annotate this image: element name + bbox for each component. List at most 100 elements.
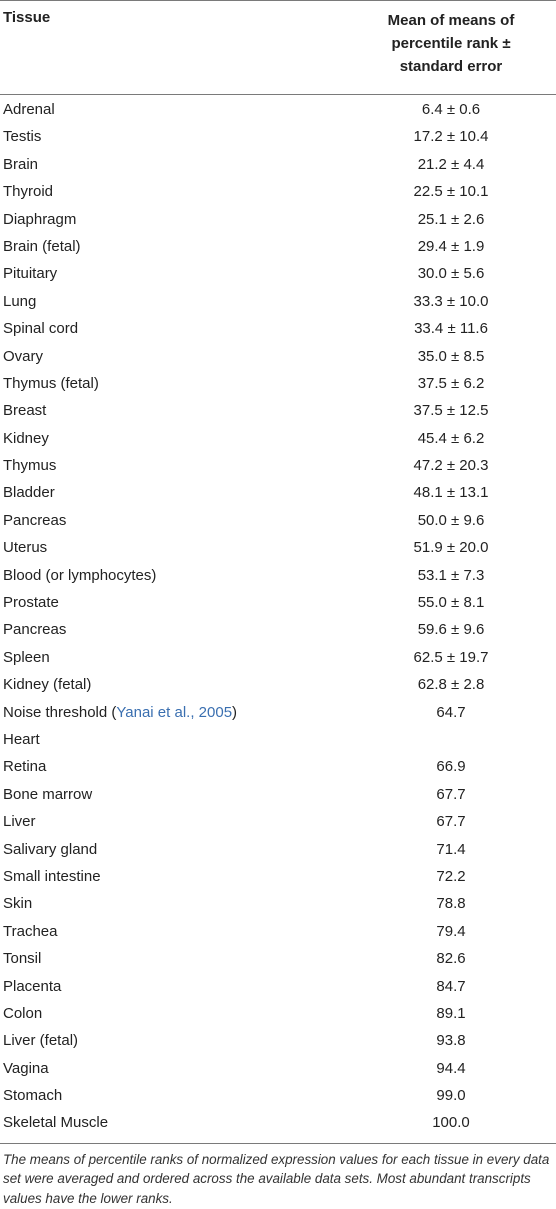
table-header: Tissue Mean of means of percentile rank … bbox=[0, 0, 556, 95]
tissue-name: Adrenal bbox=[3, 101, 55, 118]
table-row: Pancreas 59.6 ± 9.6 bbox=[0, 616, 556, 643]
rank-value: 71.4 bbox=[436, 840, 466, 858]
tissue-name: Tonsil bbox=[3, 950, 42, 968]
tissue-name: Spinal cord bbox=[3, 320, 79, 338]
tissue-name: Bone marrow bbox=[3, 785, 93, 803]
table-row: Stomach 99.0 bbox=[0, 1082, 556, 1109]
tissue-name: Thymus (fetal) bbox=[3, 374, 99, 392]
table-row: Placenta 84.7 bbox=[0, 973, 556, 1000]
table-row: Spleen 62.5 ± 19.7 bbox=[0, 644, 556, 671]
citation-link[interactable]: Yanai et al., 2005 bbox=[116, 703, 233, 721]
header-mean-rank: Mean of means of percentile rank ± stand… bbox=[358, 9, 544, 78]
tissue-name: Skeletal Muscle bbox=[3, 1114, 109, 1132]
table-row: Thymus (fetal) 37.5 ± 6.2 bbox=[0, 370, 556, 397]
tissue-name: Blood (or lymphocytes) bbox=[3, 566, 157, 584]
table-row: Ovary 35.0 ± 8.5 bbox=[0, 343, 556, 370]
table-row: Bladder 48.1 ± 13.1 bbox=[0, 479, 556, 506]
rank-value: 99.0 bbox=[436, 1087, 466, 1105]
table-row: Thymus 47.2 ± 20.3 bbox=[0, 452, 556, 479]
table-row: Prostate 55.0 ± 8.1 bbox=[0, 589, 556, 616]
rank-value: 66.9 bbox=[436, 758, 466, 776]
rank-value: 22.5 ± 10.1 bbox=[413, 183, 489, 201]
rank-value: 25.1 ± 2.6 bbox=[417, 210, 485, 228]
table-body-upper: Adrenal 6.4 ± 0.6 Testis 17.2 ± 10.4 Brain 21… bbox=[0, 95, 556, 699]
table-row: Diaphragm 25.1 ± 2.6 bbox=[0, 206, 556, 233]
rank-value: 30.0 ± 5.6 bbox=[417, 265, 485, 283]
rank-value: 59.6 ± 9.6 bbox=[417, 621, 485, 639]
table-row: Spinal cord 33.4 ± 11.6 bbox=[0, 315, 556, 342]
table-row-heart: Heart bbox=[0, 726, 556, 753]
table-row: Pituitary 30.0 ± 5.6 bbox=[0, 260, 556, 287]
rank-value: 78.8 bbox=[436, 895, 466, 913]
table-row: Pancreas 50.0 ± 9.6 bbox=[0, 507, 556, 534]
table-row: Adrenal 6.4 ± 0.6 bbox=[0, 96, 556, 123]
rank-value: 21.2 ± 4.4 bbox=[417, 155, 485, 173]
table-row: Small intestine 72.2 bbox=[0, 863, 556, 890]
tissue-name: Testis bbox=[3, 128, 42, 146]
table-bottom-rule bbox=[0, 1142, 556, 1144]
table-row: Vagina 94.4 bbox=[0, 1055, 556, 1082]
table-row: Breast 37.5 ± 12.5 bbox=[0, 397, 556, 424]
rank-value: 67.7 bbox=[436, 785, 466, 803]
rank-value: 79.4 bbox=[436, 922, 466, 940]
table-row: Kidney 45.4 ± 6.2 bbox=[0, 425, 556, 452]
rank-value: 89.1 bbox=[436, 1004, 466, 1022]
rank-value: 84.7 bbox=[436, 977, 466, 995]
tissue-name: Pancreas bbox=[3, 511, 67, 529]
table-footnote: The means of percentile ranks of normali… bbox=[3, 1151, 550, 1206]
tissue-name: Ovary bbox=[3, 347, 44, 365]
tissue-name: Breast bbox=[3, 402, 47, 420]
table-row: Uterus 51.9 ± 20.0 bbox=[0, 534, 556, 561]
header-mean-rank-line: Mean of means of bbox=[387, 12, 515, 29]
tissue-name: Salivary gland bbox=[3, 840, 98, 858]
table-row: Trachea 79.4 bbox=[0, 918, 556, 945]
rank-value: 55.0 ± 8.1 bbox=[417, 594, 485, 612]
tissue-name: Stomach bbox=[3, 1087, 63, 1105]
rank-value: 33.4 ± 11.6 bbox=[414, 320, 488, 338]
table-row: Bone marrow 67.7 bbox=[0, 781, 556, 808]
table-row: Testis 17.2 ± 10.4 bbox=[0, 123, 556, 150]
tissue-name: Placenta bbox=[3, 977, 62, 995]
rank-value: 48.1 ± 13.1 bbox=[413, 484, 489, 502]
tissue-name: Vagina bbox=[3, 1059, 49, 1077]
rank-value: 94.4 bbox=[436, 1059, 466, 1077]
rank-value: 33.3 ± 10.0 bbox=[413, 292, 489, 310]
tissue-name: Kidney bbox=[3, 429, 49, 447]
rank-value: 62.8 ± 2.8 bbox=[417, 676, 485, 694]
tissue-name: Thyroid bbox=[3, 183, 54, 201]
table-row: Thyroid 22.5 ± 10.1 bbox=[0, 178, 556, 205]
rank-value: 93.8 bbox=[436, 1032, 466, 1050]
tissue-name: Uterus bbox=[3, 539, 48, 557]
rank-value: 6.4 ± 0.6 bbox=[421, 101, 481, 118]
table-row: Kidney (fetal) 62.8 ± 2.8 bbox=[0, 671, 556, 698]
table-row: Blood (or lymphocytes) 53.1 ± 7.3 bbox=[0, 562, 556, 589]
rank-value: 72.2 bbox=[436, 867, 466, 885]
rank-value: 29.4 ± 1.9 bbox=[417, 237, 485, 255]
rank-value: 53.1 ± 7.3 bbox=[417, 566, 485, 584]
tissue-name: Brain bbox=[3, 155, 39, 173]
tissue-name: Skin bbox=[3, 895, 33, 913]
rank-value: 67.7 bbox=[436, 813, 466, 831]
table-row: Tonsil 82.6 bbox=[0, 945, 556, 972]
tissue-name: Heart bbox=[3, 730, 40, 748]
tissue-name: Kidney (fetal) bbox=[3, 676, 92, 694]
tissue-name: Thymus bbox=[3, 457, 57, 475]
header-tissue: Tissue bbox=[3, 9, 51, 26]
rank-value: 17.2 ± 10.4 bbox=[413, 128, 489, 146]
rank-value: 100.0 bbox=[432, 1114, 470, 1132]
rank-value: 62.5 ± 19.7 bbox=[413, 648, 489, 666]
table-row: Salivary gland 71.4 bbox=[0, 836, 556, 863]
header-mean-rank-line: standard error bbox=[399, 58, 503, 75]
tissue-name: Retina bbox=[3, 758, 47, 776]
tissue-name: Prostate bbox=[3, 594, 59, 612]
tissue-name: Colon bbox=[3, 1004, 43, 1022]
table-row: Brain (fetal) 29.4 ± 1.9 bbox=[0, 233, 556, 260]
tissue-name: Pituitary bbox=[3, 265, 58, 283]
table-row: Colon 89.1 bbox=[0, 1000, 556, 1027]
table-row: Brain 21.2 ± 4.4 bbox=[0, 151, 556, 178]
rank-value: 37.5 ± 12.5 bbox=[413, 402, 489, 420]
tissue-name: Liver (fetal) bbox=[3, 1032, 79, 1050]
rank-value: 45.4 ± 6.2 bbox=[417, 429, 485, 447]
tissue-name: Bladder bbox=[3, 484, 55, 502]
